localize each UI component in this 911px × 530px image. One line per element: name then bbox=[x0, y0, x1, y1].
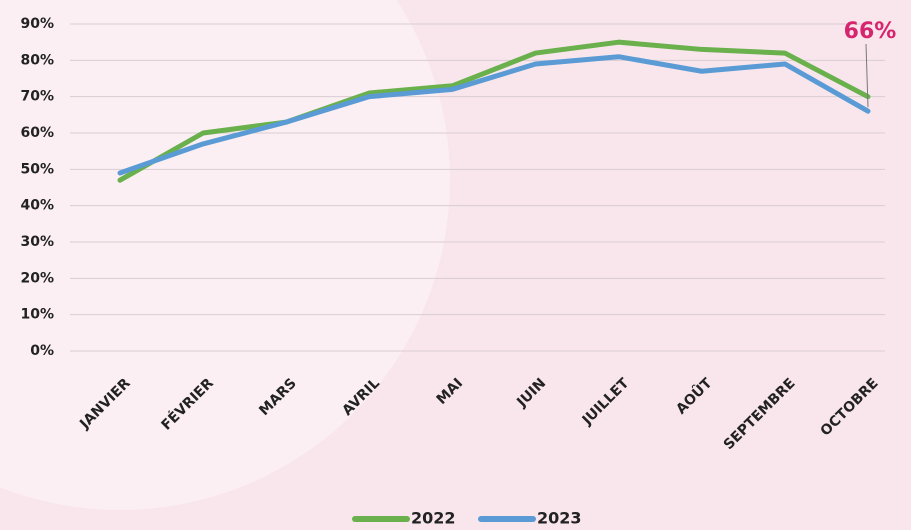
y-tick-label: 70% bbox=[20, 89, 54, 105]
annotation-leader bbox=[865, 43, 869, 108]
series-line bbox=[117, 54, 871, 176]
y-tick-label: 0% bbox=[30, 343, 54, 359]
y-tick-label: 60% bbox=[20, 125, 54, 141]
y-tick-label: 50% bbox=[20, 161, 54, 177]
series-line bbox=[117, 39, 871, 183]
y-tick-label: 20% bbox=[20, 270, 54, 286]
annotation: 66% bbox=[844, 19, 897, 44]
y-tick-label: 80% bbox=[20, 52, 54, 68]
background-circle bbox=[0, 0, 450, 510]
y-tick-label: 90% bbox=[20, 16, 54, 32]
y-tick-label: 10% bbox=[20, 307, 54, 323]
y-tick-label: 40% bbox=[20, 198, 54, 214]
y-tick-label: 30% bbox=[20, 234, 54, 250]
legend-label: 2022 bbox=[411, 509, 456, 528]
legend-label: 2023 bbox=[537, 509, 582, 528]
